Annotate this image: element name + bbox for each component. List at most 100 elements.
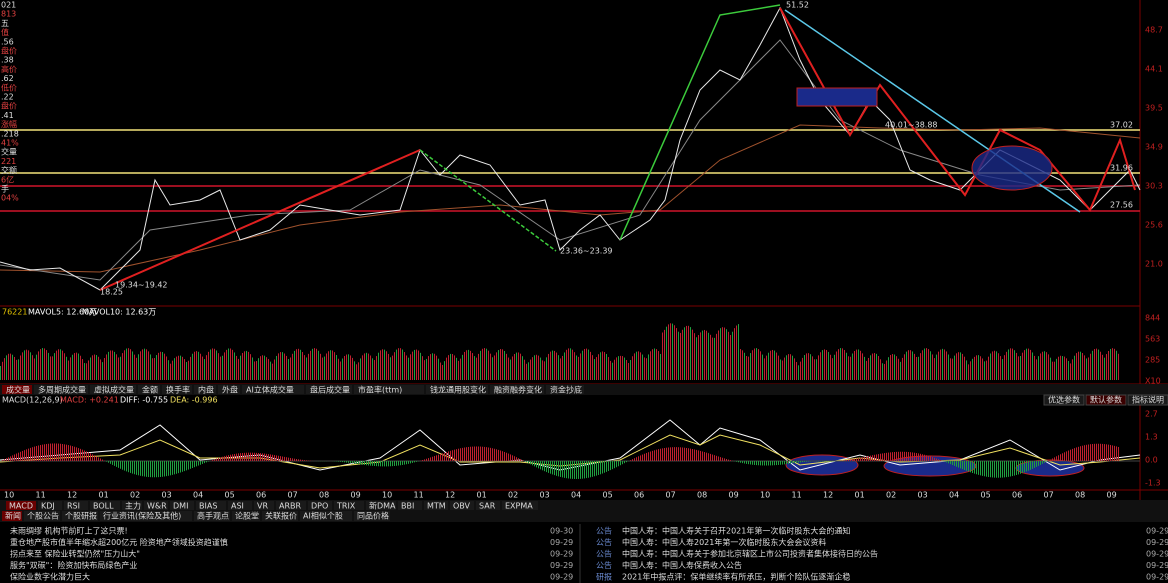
annotation: 18.25 (100, 288, 123, 297)
macd-bar (702, 451, 703, 461)
macd-bar (96, 456, 97, 461)
volume-bar (1048, 354, 1049, 380)
volume-bar (1052, 361, 1053, 380)
indicator-tab-label: ASI (231, 502, 244, 511)
volume-bar (1036, 359, 1037, 380)
volume-bar (320, 353, 321, 380)
volume-bar (200, 353, 201, 380)
macd-bar (246, 452, 247, 461)
volume-tab (306, 385, 352, 394)
volume-bar (686, 325, 687, 380)
macd-bar (160, 461, 161, 477)
macd-bar (146, 461, 147, 477)
macd-bar (638, 456, 639, 461)
volume-bar (660, 353, 661, 380)
macd-bar (590, 461, 591, 478)
volume-bar (500, 349, 501, 380)
volume-bar (902, 357, 903, 380)
macd-bar (748, 461, 749, 465)
volume-bar (614, 359, 615, 380)
volume-tab-label: 市盈率(ttm) (358, 385, 402, 395)
macd-bar (98, 457, 99, 461)
info-tab (194, 511, 230, 521)
volume-bar (228, 348, 229, 380)
macd-bar (464, 447, 465, 461)
macd-bar (754, 461, 755, 465)
macd-bar (396, 461, 397, 466)
volume-tab-label: 外盘 (222, 385, 238, 395)
macd-bar (656, 449, 657, 461)
volume-bar (366, 352, 367, 380)
volume-bar (114, 351, 115, 380)
volume-bar (242, 352, 243, 380)
macd-bar (1034, 461, 1035, 468)
macd-bar (198, 461, 199, 466)
volume-bar (1060, 355, 1061, 380)
side-label: 41% (1, 139, 19, 148)
macd-bar (110, 461, 111, 464)
volume-bar (570, 348, 571, 380)
info-tab-label: 高手观点 (197, 511, 229, 521)
volume-bar (960, 352, 961, 380)
macd-bar (884, 453, 885, 461)
volume-bar (696, 337, 697, 380)
macd-bar (124, 461, 125, 471)
macd-bar (1042, 461, 1043, 464)
indicator-tab (450, 501, 474, 510)
macd-bar (798, 461, 799, 463)
month-label: 09 (729, 491, 739, 500)
volume-bar (818, 355, 819, 380)
volume-bar (218, 353, 219, 380)
macd-bar (918, 453, 919, 461)
macd-bar (284, 456, 285, 461)
indicator-tab-label: VR (257, 502, 268, 511)
volume-bar (880, 359, 881, 380)
volume-bar (300, 349, 301, 380)
volume-bar (824, 349, 825, 380)
macd-bar (438, 454, 439, 461)
volume-bar (36, 354, 37, 380)
volume-bar (948, 354, 949, 380)
volume-bar (98, 356, 99, 380)
volume-bar (524, 359, 525, 380)
volume-bar (640, 352, 641, 380)
volume-title: 76221 (2, 308, 27, 317)
indicator-tab (144, 501, 168, 510)
macd-bar (166, 461, 167, 477)
news-tag: 公告 (596, 526, 612, 536)
volume-bar (106, 354, 107, 380)
volume-bar (556, 352, 557, 380)
macd-bar (26, 449, 27, 461)
side-label: 五 (1, 19, 9, 28)
macd-bar (36, 446, 37, 461)
macd-bar (578, 461, 579, 479)
macd-bar (882, 453, 883, 461)
volume-tab-label: 换手率 (166, 385, 190, 395)
volume-bar (388, 353, 389, 380)
volume-bar (288, 358, 289, 380)
volume-bar (412, 351, 413, 380)
indicator-tab (64, 501, 88, 510)
side-label: .218 (1, 129, 19, 138)
volume-bar (1046, 352, 1047, 380)
macd-bar (602, 461, 603, 474)
macd-bar (172, 461, 173, 475)
volume-bar (332, 350, 333, 380)
volume-bar (526, 363, 527, 380)
volume-bar (896, 356, 897, 380)
macd-bar (366, 461, 367, 466)
indicator-tab (254, 501, 274, 510)
annotation: 31.96 (1110, 164, 1133, 173)
macd-bar (1082, 445, 1083, 461)
volume-bar (1098, 349, 1099, 380)
month-label: 04 (571, 491, 581, 500)
volume-bar (546, 357, 547, 380)
macd-bar (550, 461, 551, 474)
volume-bar (1114, 348, 1115, 380)
volume-tab (162, 385, 192, 394)
macd-bar (670, 447, 671, 461)
macd-bar (444, 452, 445, 461)
macd-bar (266, 453, 267, 461)
macd-bar (68, 445, 69, 461)
macd-dea: DEA: -0.996 (170, 396, 218, 405)
